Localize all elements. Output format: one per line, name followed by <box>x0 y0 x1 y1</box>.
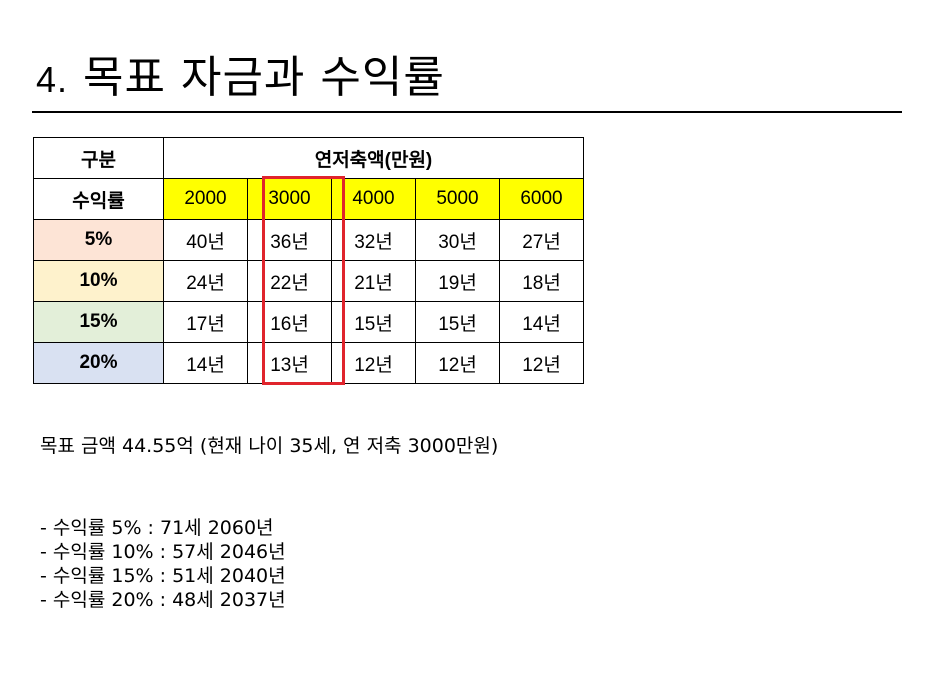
table-cell: 12년 <box>331 342 416 384</box>
table-cell: 40년 <box>163 219 248 261</box>
table-row: 10% 24년 22년 21년 19년 18년 <box>33 260 584 302</box>
table-row: 15% 17년 16년 15년 15년 14년 <box>33 301 584 343</box>
table-cell: 12년 <box>499 342 584 384</box>
table-cell: 19년 <box>415 260 500 302</box>
goal-summary: 목표 금액 44.55억 (현재 나이 35세, 연 저축 3000만원) <box>40 435 499 457</box>
column-header: 3000 <box>247 178 332 220</box>
results-list: - 수익률 5% : 71세 2060년 - 수익률 10% : 57세 204… <box>40 516 286 612</box>
table-cell: 16년 <box>247 301 332 343</box>
rate-label: 20% <box>33 342 164 384</box>
row-header-label: 수익률 <box>33 178 164 220</box>
list-item: - 수익률 5% : 71세 2060년 <box>40 517 274 539</box>
title-text: 목표 자금과 수익률 <box>83 52 445 103</box>
rate-label: 15% <box>33 301 164 343</box>
table-row: 20% 14년 13년 12년 12년 12년 <box>33 342 584 384</box>
rate-label: 5% <box>33 219 164 261</box>
table-cell: 21년 <box>331 260 416 302</box>
table-cell: 27년 <box>499 219 584 261</box>
column-header: 4000 <box>331 178 416 220</box>
table-cell: 30년 <box>415 219 500 261</box>
savings-table: 구분 연저축액(만원) 수익률 2000 3000 4000 5000 6000… <box>33 137 584 384</box>
list-item: - 수익률 10% : 57세 2046년 <box>40 541 286 563</box>
corner-label: 구분 <box>33 137 164 179</box>
rate-label: 10% <box>33 260 164 302</box>
title-divider <box>32 111 902 113</box>
table-cell: 32년 <box>331 219 416 261</box>
group-header: 연저축액(만원) <box>163 137 584 179</box>
table-group-header-row: 구분 연저축액(만원) <box>33 137 584 179</box>
table-cell: 13년 <box>247 342 332 384</box>
list-item: - 수익률 20% : 48세 2037년 <box>40 589 286 611</box>
table-column-header-row: 수익률 2000 3000 4000 5000 6000 <box>33 178 584 220</box>
column-header: 2000 <box>163 178 248 220</box>
table-cell: 36년 <box>247 219 332 261</box>
table-cell: 22년 <box>247 260 332 302</box>
table-cell: 14년 <box>163 342 248 384</box>
table-cell: 18년 <box>499 260 584 302</box>
column-header: 5000 <box>415 178 500 220</box>
table-row: 5% 40년 36년 32년 30년 27년 <box>33 219 584 261</box>
table-cell: 12년 <box>415 342 500 384</box>
list-item: - 수익률 15% : 51세 2040년 <box>40 565 286 587</box>
table-cell: 15년 <box>331 301 416 343</box>
title-number: 4. <box>36 59 69 100</box>
table-cell: 24년 <box>163 260 248 302</box>
table-cell: 14년 <box>499 301 584 343</box>
column-header: 6000 <box>499 178 584 220</box>
table-cell: 15년 <box>415 301 500 343</box>
page-title: 4. 목표 자금과 수익률 <box>36 50 445 108</box>
table-cell: 17년 <box>163 301 248 343</box>
